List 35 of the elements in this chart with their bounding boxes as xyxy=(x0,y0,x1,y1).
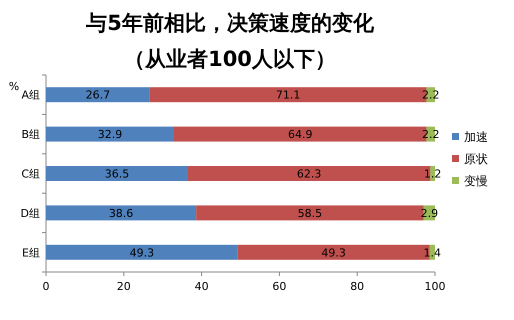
data-label: 32.9 xyxy=(98,128,122,142)
data-label: 58.5 xyxy=(298,206,322,220)
y-axis-title: % xyxy=(8,80,20,93)
bar xyxy=(46,166,188,181)
bar xyxy=(46,126,174,142)
y-tick-label: A组 xyxy=(21,88,40,102)
data-label: 49.3 xyxy=(321,246,346,260)
data-label: 49.3 xyxy=(130,246,154,260)
data-label: 62.3 xyxy=(296,168,322,180)
y-tick-label: D组 xyxy=(20,206,40,220)
y-tick-label: E组 xyxy=(22,246,40,260)
x-tick-label: 100 xyxy=(424,280,446,293)
data-label: 36.5 xyxy=(104,168,130,180)
data-label: 71.1 xyxy=(276,88,300,102)
legend-label: 原状 xyxy=(464,152,488,166)
chart-subtitle: （从业者100人以下） xyxy=(124,47,336,71)
bar xyxy=(46,244,238,260)
y-tick-label: C组 xyxy=(21,168,40,180)
bar xyxy=(46,205,196,220)
y-tick-label: B组 xyxy=(21,128,40,142)
data-label: 26.7 xyxy=(86,88,110,102)
x-tick-label: 60 xyxy=(272,280,286,293)
data-label: 1.4 xyxy=(424,246,442,260)
chart-title: 与5年前相比，决策速度的变化 xyxy=(85,11,375,35)
加速: 26.7 32.9 36.5 38.6 49.3 xyxy=(46,87,238,260)
x-tick-label: 20 xyxy=(116,280,131,293)
bar xyxy=(46,87,150,102)
data-label: 64.9 xyxy=(288,128,312,142)
legend-label: 加速 xyxy=(464,130,488,144)
x-tick-label: 0 xyxy=(42,280,50,293)
x-tick-label: 80 xyxy=(350,280,364,293)
data-label: 38.6 xyxy=(108,206,134,220)
data-label: 1.2 xyxy=(424,168,442,180)
x-tick-label: 40 xyxy=(194,280,209,293)
legend-label: 变慢 xyxy=(464,174,488,188)
